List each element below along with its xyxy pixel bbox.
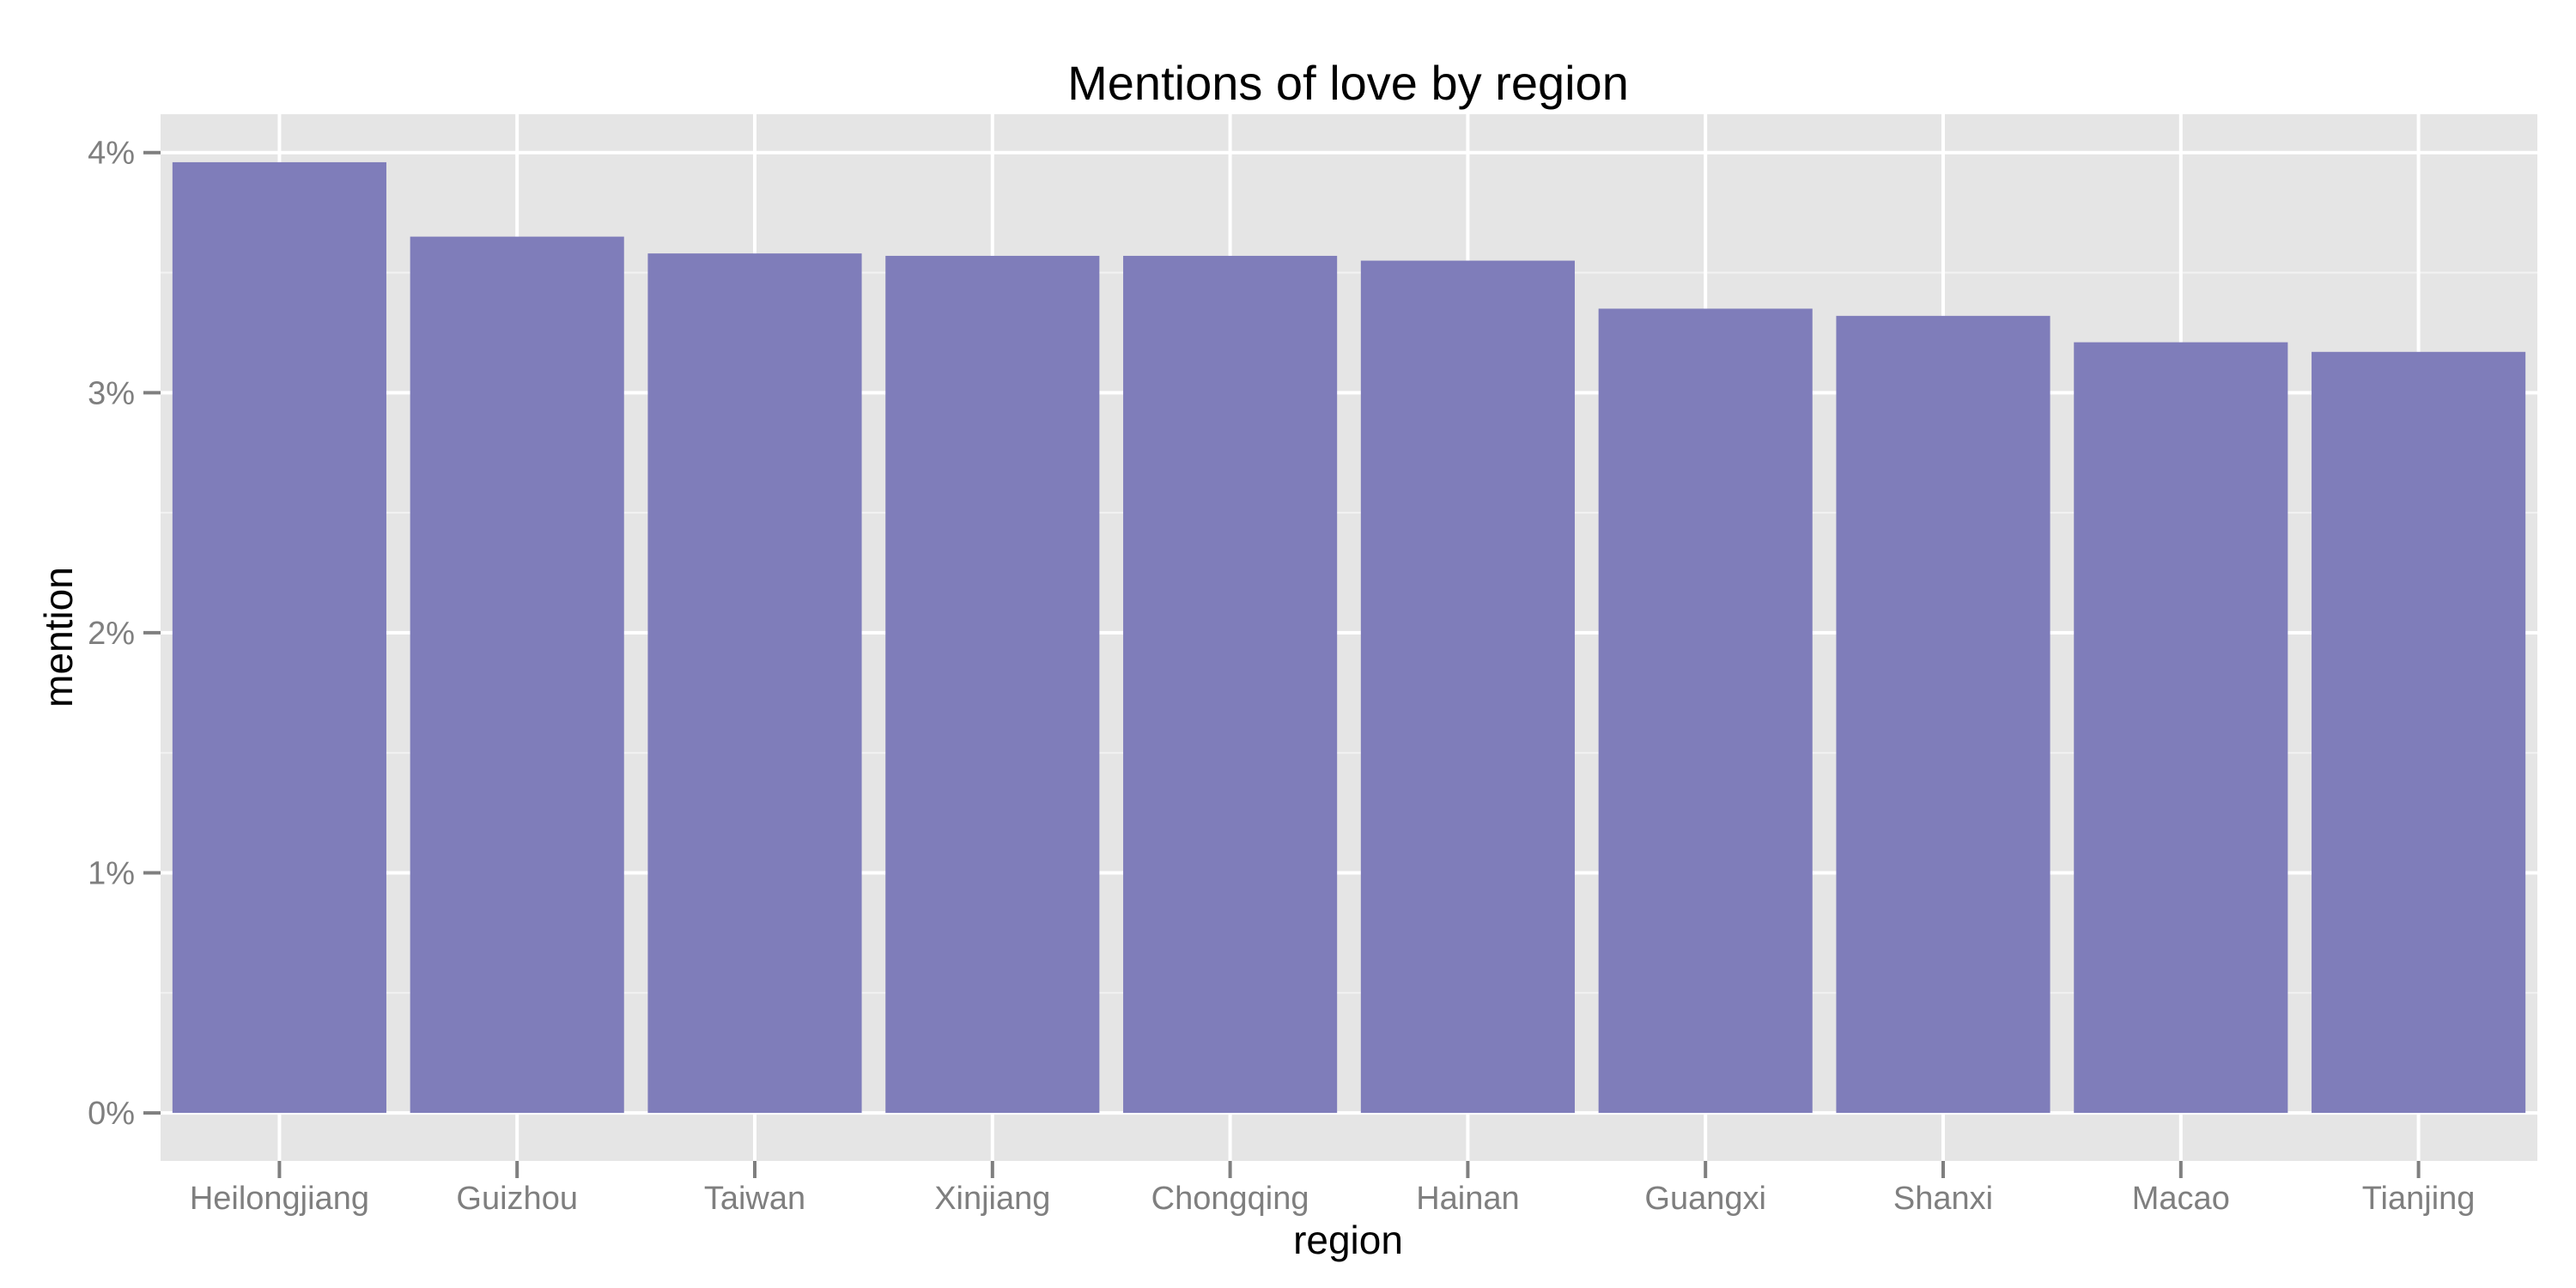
x-tick-label: Heilongjiang (190, 1181, 369, 1217)
bar-xinjiang (885, 255, 1100, 1114)
x-tick-label: Guizhou (456, 1181, 578, 1217)
bar-shanxi (1836, 315, 2050, 1114)
x-tick-label: Guangxi (1644, 1181, 1766, 1217)
y-tick-label: 0% (88, 1096, 135, 1132)
bar-heilongjiang (172, 161, 386, 1114)
x-axis-title: region (1293, 1218, 1403, 1262)
x-tick-label: Xinjiang (934, 1181, 1050, 1217)
bar-hainan (1360, 260, 1575, 1114)
x-tick-label: Macao (2132, 1181, 2230, 1217)
x-tick-label: Taiwan (704, 1181, 805, 1217)
x-tick-label: Shanxi (1893, 1181, 1993, 1217)
y-tick-label: 4% (88, 136, 135, 172)
bar-taiwan (647, 253, 862, 1114)
bar-tianjing (2312, 351, 2526, 1114)
bar-guizhou (410, 236, 624, 1114)
y-tick-label: 1% (88, 855, 135, 891)
y-tick-label: 2% (88, 616, 135, 652)
x-tick-label: Tianjing (2362, 1181, 2476, 1217)
bar-guangxi (1598, 308, 1813, 1114)
y-axis-title: mention (36, 567, 81, 708)
bar-macao (2074, 342, 2288, 1114)
bar-chongqing (1123, 255, 1338, 1114)
x-tick-label: Chongqing (1151, 1181, 1309, 1217)
y-tick-label: 3% (88, 375, 135, 411)
x-tick-label: Hainan (1416, 1181, 1519, 1217)
chart-title: Mentions of love by region (1067, 56, 1629, 110)
